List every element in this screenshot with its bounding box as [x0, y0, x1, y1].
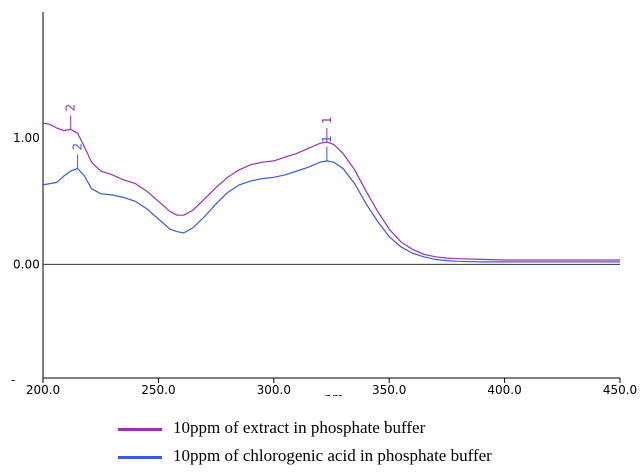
- uv-spectrum-chart: 200.0 250.0 300.0 350.0 400.0 450.01.000.00- …: [11, 12, 637, 396]
- peak-annotations: 2 1 2 1: [64, 104, 334, 169]
- y-bottom-label: -: [11, 373, 15, 387]
- y-tick-label: 0.00: [13, 257, 40, 271]
- peak-label: 1: [320, 135, 334, 143]
- x-axis-label: nm: [324, 391, 343, 396]
- legend-swatch-chlorogenic-acid: [118, 456, 162, 459]
- legend-swatch-extract: [118, 428, 162, 431]
- legend-label-chlorogenic-acid: 10ppm of chlorogenic acid in phosphate b…: [173, 446, 492, 465]
- series-layer: [42, 122, 620, 263]
- legend-label-extract: 10ppm of extract in phosphate buffer: [173, 418, 426, 437]
- peak-label: 2: [71, 143, 85, 151]
- axes: 200.0 250.0 300.0 350.0 400.0 450.0 1.00 0.00 -: [11, 12, 637, 396]
- series-line-1: [42, 160, 620, 263]
- x-tick-label: 350.0: [372, 383, 406, 396]
- x-tick-label: 250.0: [141, 383, 175, 396]
- y-tick-label: 1.00: [13, 131, 40, 145]
- x-tick-label: 400.0: [487, 383, 521, 396]
- x-tick-label: 450.0: [603, 383, 637, 396]
- x-tick-label: 300.0: [257, 383, 291, 396]
- series-line-0: [42, 122, 620, 261]
- peak-label: 1: [320, 116, 334, 124]
- peak-label: 2: [64, 104, 78, 112]
- x-tick-label: 200.0: [26, 383, 60, 396]
